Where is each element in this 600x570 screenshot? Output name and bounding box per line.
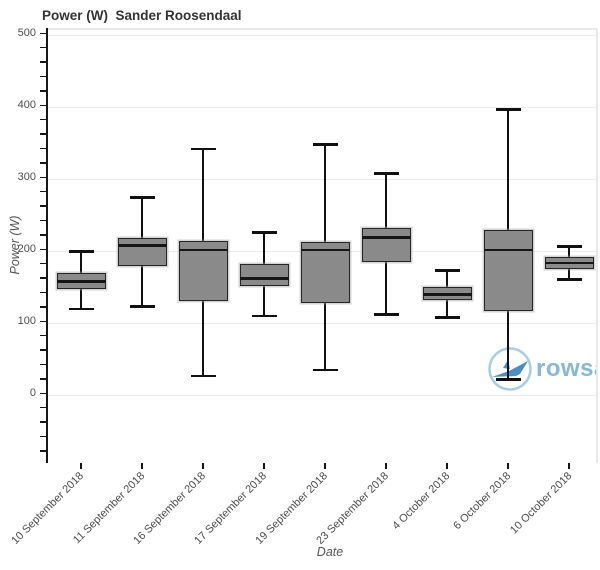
x-tick-4 [324, 463, 326, 469]
y-major-tick-200 [40, 248, 46, 251]
median-line [361, 236, 411, 239]
y-minor-tick--40 [40, 421, 46, 423]
box-iqr[interactable] [300, 241, 350, 304]
whisker-cap-max [129, 196, 155, 199]
median-line [178, 248, 228, 252]
x-tick-2 [202, 463, 204, 469]
y-tick-label-300: 300 [17, 170, 36, 183]
x-tick-label: 10 October 2018 [508, 470, 575, 537]
gridline-y-500 [48, 34, 596, 36]
y-tick-label-0: 0 [29, 386, 36, 399]
whisker-cap-min [495, 378, 521, 381]
whisker-cap-min [129, 305, 155, 309]
median-line [56, 280, 106, 283]
rowing-boat-circle-icon [488, 347, 532, 391]
y-minor-tick-120 [40, 306, 46, 308]
y-major-tick-300 [40, 176, 46, 179]
whisker-cap-max [373, 172, 399, 175]
median-line [422, 293, 472, 296]
gridline-y-100 [48, 322, 596, 324]
x-tick-0 [80, 463, 82, 469]
y-minor-tick-80 [40, 334, 46, 337]
whisker-cap-min [251, 314, 277, 318]
gridline-y-300 [48, 178, 596, 180]
y-minor-tick-480 [40, 46, 46, 49]
y-major-tick-400 [40, 104, 46, 107]
y-minor-tick-140 [40, 291, 46, 294]
y-minor-tick-420 [40, 90, 46, 92]
plot-area[interactable]: rowsandall [48, 28, 598, 463]
y-tick-label-500: 500 [17, 26, 36, 39]
y-tick-label-400: 400 [17, 98, 36, 111]
x-tick-3 [263, 463, 265, 469]
whisker-cap-min [434, 316, 460, 319]
x-tick-5 [385, 463, 387, 469]
y-minor-tick-280 [40, 190, 46, 193]
y-minor-tick-40 [40, 363, 46, 366]
box-iqr[interactable] [483, 230, 533, 312]
box-iqr[interactable] [361, 228, 411, 263]
x-tick-7 [507, 463, 509, 469]
y-minor-tick-180 [40, 262, 46, 265]
y-minor-tick-440 [40, 75, 46, 78]
whisker-cap-max [312, 143, 338, 147]
y-minor-tick-380 [40, 118, 46, 121]
box-iqr[interactable] [117, 238, 167, 266]
x-tick-8 [568, 463, 570, 469]
y-minor-tick-240 [40, 219, 46, 222]
y-minor-tick-20 [40, 378, 46, 380]
y-minor-tick-460 [40, 61, 46, 63]
median-line [300, 248, 350, 252]
y-minor-tick--20 [40, 406, 46, 409]
median-line [117, 244, 167, 247]
whisker-cap-max [495, 108, 521, 111]
y-minor-tick-60 [40, 349, 46, 351]
x-tick-label: 4 October 2018 [390, 470, 453, 533]
whisker-cap-max [251, 231, 277, 234]
y-tick-label-100: 100 [17, 314, 36, 327]
y-minor-tick--60 [40, 435, 46, 438]
chart-title: Power (W) Sander Roosendaal [42, 8, 242, 23]
whisker-cap-min [312, 368, 338, 372]
y-minor-tick-360 [40, 133, 46, 135]
whisker-cap-max [434, 269, 460, 273]
watermark-text: rowsandall [536, 355, 596, 382]
y-major-tick-100 [40, 320, 46, 323]
median-line [544, 261, 594, 264]
whisker-cap-min [190, 374, 216, 378]
median-line [483, 248, 533, 252]
y-minor-tick--80 [40, 450, 46, 452]
x-tick-6 [446, 463, 448, 469]
box-iqr[interactable] [178, 241, 228, 301]
y-axis-line [46, 28, 48, 461]
box-iqr[interactable] [239, 263, 289, 286]
whisker-cap-max [190, 147, 216, 151]
y-major-tick-0 [40, 392, 46, 395]
y-minor-tick-260 [40, 205, 46, 207]
x-tick-1 [141, 463, 143, 469]
median-line [239, 277, 289, 280]
y-minor-tick-320 [40, 162, 46, 164]
whisker-cap-max [68, 250, 94, 253]
whisker-cap-max [556, 244, 582, 248]
whisker-cap-min [373, 313, 399, 316]
y-minor-tick-160 [40, 277, 46, 279]
whisker-cap-min [556, 278, 582, 281]
y-minor-tick-220 [40, 234, 46, 236]
watermark: rowsandall [487, 346, 596, 392]
gridline-y-0 [48, 394, 596, 396]
x-tick-label: 6 October 2018 [451, 470, 514, 533]
y-major-tick-500 [40, 32, 46, 35]
whisker-cap-min [68, 307, 94, 311]
gridline-y-400 [48, 106, 596, 108]
y-minor-tick-340 [40, 147, 46, 150]
x-axis-title: Date [316, 545, 344, 559]
y-tick-label-200: 200 [17, 242, 36, 255]
